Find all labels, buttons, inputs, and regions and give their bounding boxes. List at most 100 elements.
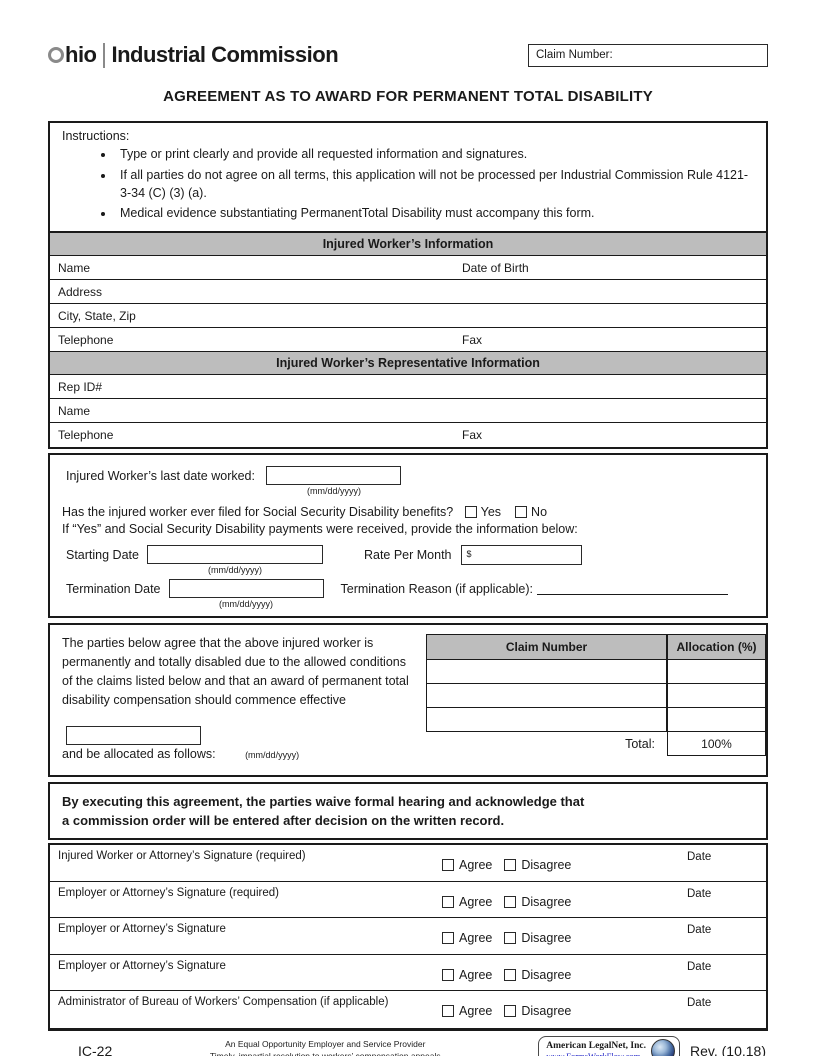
- allocation-section: The parties below agree that the above i…: [48, 623, 768, 777]
- signature-row-employer-2[interactable]: Employer or Attorney’s Signature Agree Di…: [50, 918, 766, 955]
- commence-effective-date-input[interactable]: [66, 726, 201, 745]
- worker-telephone-label: Telephone: [58, 333, 114, 347]
- globe-icon: [651, 1038, 675, 1056]
- claim-table-row: [427, 659, 765, 683]
- starting-date-input[interactable]: [146, 545, 323, 564]
- allocation-cell[interactable]: [666, 660, 765, 683]
- termination-date-label: Termination Date: [66, 582, 161, 596]
- ssd-question-label: Has the injured worker ever filed for So…: [62, 505, 454, 519]
- rate-per-month-input[interactable]: $: [460, 545, 582, 565]
- footer-tagline-line2: Timely, impartial resolution to workers’…: [209, 1050, 441, 1056]
- page-title: AGREEMENT AS TO AWARD FOR PERMANENT TOTA…: [163, 88, 653, 105]
- footer-tagline: An Equal Opportunity Employer and Servic…: [112, 1039, 538, 1056]
- dollar-sign: $: [466, 549, 472, 559]
- disagree-label: Disagree: [521, 931, 572, 945]
- claim-table-header: Claim Number Allocation (%): [427, 635, 765, 659]
- disagree-checkbox[interactable]: [504, 968, 517, 981]
- claim-number-column-header: Claim Number: [427, 635, 666, 659]
- signature-label: Injured Worker or Attorney’s Signature (…: [58, 850, 306, 862]
- last-date-worked-line: Injured Worker’s last date worked: (mm/d…: [62, 466, 754, 496]
- allocation-paragraph: The parties below agree that the above i…: [62, 634, 416, 765]
- form-number: IC-22: [78, 1042, 113, 1056]
- instructions-list: Type or print clearly and provide all re…: [62, 146, 756, 223]
- signature-row-employer-required[interactable]: Employer or Attorney’s Signature (requir…: [50, 882, 766, 918]
- agree-label: Agree: [459, 1004, 493, 1018]
- logo-divider: [102, 42, 105, 68]
- rep-id-label: Rep ID#: [58, 380, 103, 394]
- claim-table-total-row: Total: 100%: [426, 732, 766, 756]
- signature-row-injured-worker[interactable]: Injured Worker or Attorney’s Signature (…: [50, 845, 766, 882]
- allocation-cell[interactable]: [666, 684, 765, 707]
- ssd-yes-label: Yes: [480, 505, 502, 519]
- worker-fax-label: Fax: [462, 333, 483, 347]
- termination-reason-input[interactable]: [536, 579, 728, 595]
- allocation-cell[interactable]: [666, 708, 765, 731]
- disagree-label: Disagree: [521, 967, 572, 982]
- claim-number-cell[interactable]: [427, 708, 666, 731]
- rep-id-row[interactable]: Rep ID#: [50, 375, 766, 399]
- termination-date-input[interactable]: [168, 579, 324, 598]
- worker-address-row[interactable]: Address: [50, 280, 766, 304]
- instructions: Instructions: Type or print clearly and …: [50, 123, 766, 231]
- signature-label: Employer or Attorney’s Signature: [58, 959, 226, 972]
- agree-checkbox[interactable]: [442, 895, 454, 908]
- footer-tagline-line1: An Equal Opportunity Employer and Servic…: [225, 1039, 426, 1050]
- signature-section: Injured Worker or Attorney’s Signature (…: [48, 843, 768, 1031]
- date-label: Date: [687, 887, 712, 900]
- signature-row-employer-3[interactable]: Employer or Attorney’s Signature Agree Di…: [50, 955, 766, 991]
- american-legalnet-badge: American LegalNet, Inc. www.FormsWorkFlo…: [538, 1035, 680, 1056]
- allocation-text-after: and be allocated as follows:: [62, 747, 216, 761]
- ssd-if-yes-note: If “Yes” and Social Security Disability …: [62, 522, 578, 536]
- ssd-no-label: No: [531, 505, 548, 519]
- date-format-hint: (mm/dd/yyyy): [207, 565, 262, 575]
- agree-label: Agree: [459, 931, 493, 945]
- disagree-checkbox[interactable]: [504, 932, 517, 944]
- last-date-worked-input[interactable]: [266, 466, 402, 485]
- agree-disagree-checks: Agree Disagree: [442, 858, 583, 872]
- agree-checkbox[interactable]: [442, 1005, 454, 1017]
- disagree-checkbox[interactable]: [504, 859, 517, 871]
- agree-label: Agree: [459, 858, 493, 872]
- ssd-no-checkbox[interactable]: [515, 506, 528, 518]
- ssd-question-line: Has the injured worker ever filed for So…: [62, 505, 754, 519]
- agree-checkbox[interactable]: [442, 932, 454, 944]
- rep-telephone-row[interactable]: Telephone Fax: [50, 423, 766, 447]
- worker-name-row[interactable]: Name Date of Birth: [50, 256, 766, 280]
- worker-city-label: City, State, Zip: [58, 309, 136, 323]
- revision-label: Rev. (10.18): [690, 1042, 766, 1056]
- legalnet-url-link[interactable]: www.FormsWorkFlow.com: [546, 1050, 641, 1056]
- date-label: Date: [687, 997, 712, 1009]
- total-value: 100%: [667, 732, 766, 756]
- disagree-checkbox[interactable]: [504, 895, 517, 908]
- worker-city-state-zip-row[interactable]: City, State, Zip: [50, 304, 766, 328]
- rep-telephone-label: Telephone: [58, 428, 114, 442]
- disagree-label: Disagree: [521, 858, 572, 872]
- signature-row-administrator[interactable]: Administrator of Bureau of Workers’ Comp…: [50, 991, 766, 1028]
- worker-name-label: Name: [58, 261, 91, 275]
- agree-checkbox[interactable]: [442, 968, 454, 981]
- worker-telephone-row[interactable]: Telephone Fax: [50, 328, 766, 352]
- date-format-hint: (mm/dd/yyyy): [219, 599, 273, 609]
- instructions-heading: Instructions:: [62, 129, 130, 143]
- disagree-label: Disagree: [521, 1004, 572, 1018]
- ssd-yes-checkbox[interactable]: [464, 506, 477, 518]
- rep-info-header: Injured Worker’s Representative Informat…: [50, 352, 766, 375]
- claim-table-row: [427, 683, 765, 707]
- ohio-o-icon: [48, 47, 64, 63]
- worker-info-header: Injured Worker’s Information: [50, 231, 766, 256]
- disagree-checkbox[interactable]: [504, 1005, 517, 1017]
- last-date-worked-label: Injured Worker’s last date worked:: [66, 469, 255, 483]
- claim-number-field[interactable]: Claim Number:: [528, 44, 768, 67]
- agree-checkbox[interactable]: [442, 859, 454, 871]
- rep-name-row[interactable]: Name: [50, 399, 766, 423]
- agree-label: Agree: [459, 894, 493, 909]
- claim-number-cell[interactable]: [427, 684, 666, 707]
- signature-label: Administrator of Bureau of Workers’ Comp…: [58, 996, 389, 1008]
- claim-table-row: [427, 707, 765, 731]
- agreement-statement-line1: By executing this agreement, the parties…: [62, 794, 585, 809]
- ssd-section: Injured Worker’s last date worked: (mm/d…: [48, 453, 768, 618]
- agreement-statement-line2: a commission order will be entered after…: [62, 813, 505, 828]
- claim-number-cell[interactable]: [427, 660, 666, 683]
- rep-fax-label: Fax: [462, 428, 483, 442]
